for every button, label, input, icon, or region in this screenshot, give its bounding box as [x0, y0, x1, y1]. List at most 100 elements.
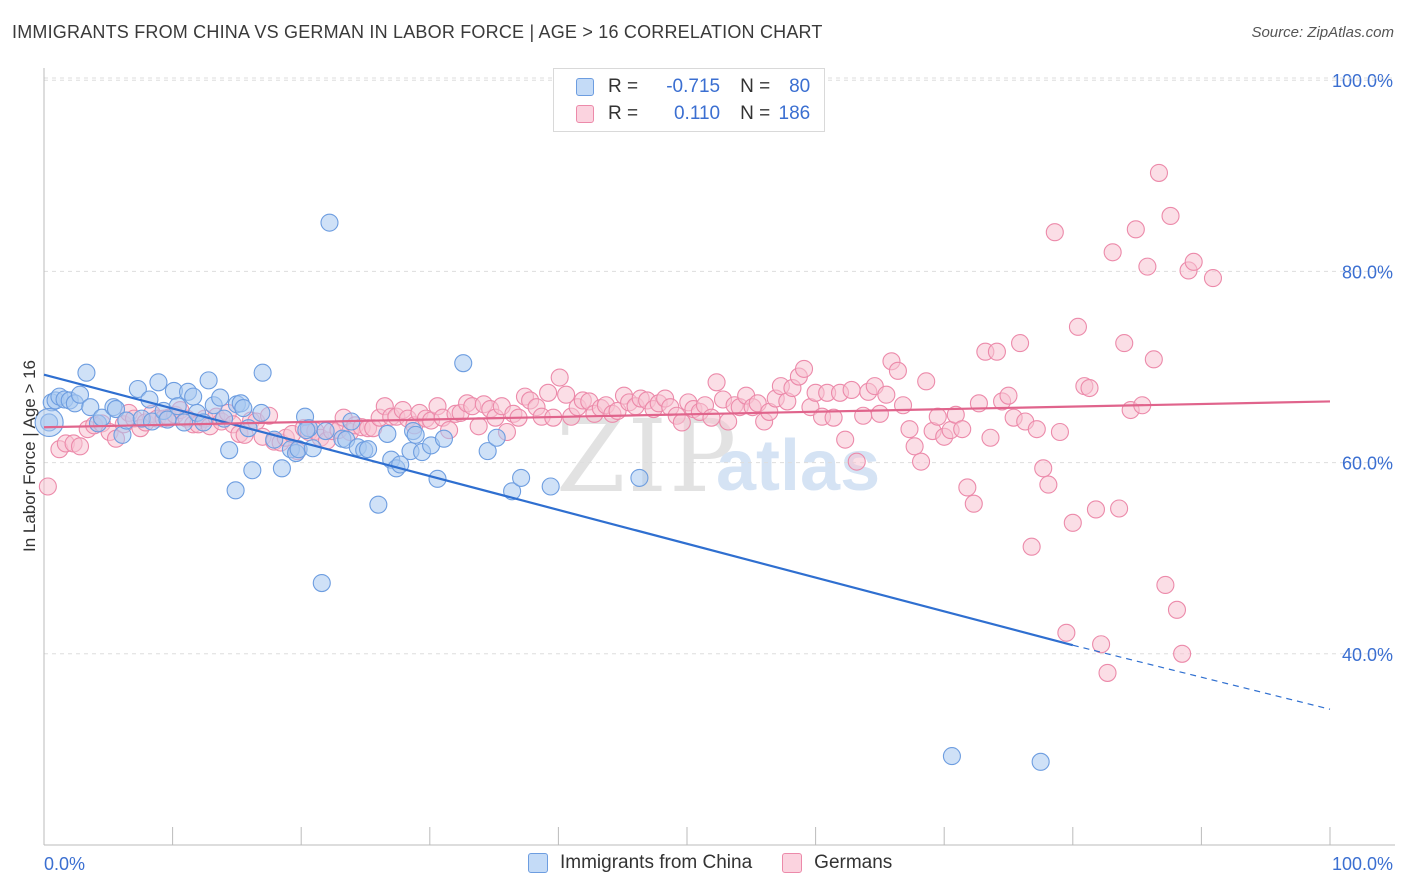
germans-point — [1011, 334, 1030, 353]
china-point — [942, 747, 961, 766]
legend-r-label: R = — [608, 76, 639, 97]
china-point — [211, 388, 230, 407]
germans-point — [557, 385, 576, 404]
germans-point — [1126, 220, 1145, 239]
china-point — [406, 425, 425, 444]
legend-r-value: 0.110 — [673, 103, 721, 124]
china-point — [320, 213, 339, 232]
y-axis-label: In Labor Force | Age > 16 — [20, 359, 39, 553]
germans-trend-line — [43, 400, 1331, 429]
germans-point — [900, 420, 919, 439]
germans-point — [842, 380, 861, 399]
germans-point — [905, 437, 924, 456]
x-tick-label: 100.0% — [1332, 854, 1393, 874]
y-tick-label: 60.0% — [1342, 454, 1393, 474]
germans-point — [1161, 206, 1180, 226]
china-point — [34, 407, 64, 437]
germans-point — [719, 412, 738, 431]
legend-n-label: N = — [740, 103, 771, 124]
germans-point — [1045, 223, 1064, 242]
x-tick-label: 0.0% — [44, 854, 85, 874]
legend-r-label: R = — [608, 103, 639, 124]
germans-point — [1086, 500, 1105, 519]
china-point — [454, 354, 473, 373]
germans-point — [1103, 243, 1122, 262]
china-point — [226, 481, 245, 500]
germans-point — [469, 417, 488, 436]
legend-r-value: -0.715 — [666, 76, 721, 97]
china-point — [253, 363, 272, 382]
germans-point — [1092, 635, 1111, 654]
china-point — [1031, 752, 1050, 771]
y-tick-label: 40.0% — [1342, 645, 1393, 665]
china-point — [272, 459, 291, 478]
germans-point — [877, 385, 896, 404]
china-point — [184, 387, 203, 406]
china-point — [478, 442, 497, 461]
germans-point — [1115, 334, 1134, 353]
china-point — [312, 574, 331, 593]
china-point — [252, 403, 271, 422]
germans-point — [917, 372, 936, 391]
china-point — [316, 422, 335, 441]
germans-point — [888, 361, 907, 380]
germans-point — [1173, 644, 1192, 663]
china-point — [81, 398, 100, 417]
germans-point — [999, 386, 1018, 405]
china-point — [77, 363, 96, 382]
germans-point — [1167, 600, 1187, 619]
chart-title: IMMIGRANTS FROM CHINA VS GERMAN IN LABOR… — [12, 22, 823, 42]
china-point — [378, 424, 397, 443]
china-point — [630, 468, 649, 487]
germans-point — [1080, 378, 1099, 398]
germans-point — [981, 428, 1000, 447]
germans-point — [1068, 317, 1087, 336]
china-point — [369, 495, 388, 514]
china-point — [303, 439, 322, 458]
china-point — [297, 421, 316, 440]
germans-point — [1098, 663, 1117, 682]
germans-point — [870, 404, 889, 423]
germans-point — [958, 478, 977, 497]
germans-point — [702, 408, 721, 427]
china-point — [199, 371, 218, 390]
germans-point — [824, 408, 843, 427]
series-label-germans: Germans — [814, 852, 893, 873]
china-point — [243, 461, 262, 480]
germans-point — [928, 407, 947, 426]
germans-point — [550, 368, 569, 387]
germans-point — [987, 342, 1006, 361]
germans-point — [1022, 537, 1041, 556]
germans-point — [953, 420, 972, 439]
germans-point — [1063, 513, 1082, 532]
germans-point — [1138, 257, 1157, 276]
germans-point — [38, 477, 57, 496]
legend-n-value: 186 — [778, 103, 811, 124]
y-tick-label: 80.0% — [1342, 262, 1393, 282]
series-label-china: Immigrants from China — [560, 852, 753, 873]
china-point — [175, 413, 194, 432]
germans-point — [1050, 422, 1069, 442]
germans-point — [1184, 252, 1203, 271]
source-credit: Source: ZipAtlas.com — [1251, 24, 1394, 41]
legend-n-label: N = — [740, 76, 771, 97]
china-point — [512, 468, 531, 487]
germans-point — [912, 452, 931, 471]
china-point — [128, 379, 147, 399]
series-legend-china[interactable]: Immigrants from China — [528, 852, 752, 874]
series-legend: Immigrants from China Germans — [528, 852, 922, 874]
series-swatch-germans — [782, 853, 803, 873]
china-point — [541, 477, 560, 496]
legend-row-germans: R = 0.110 N = 186 — [576, 102, 810, 126]
china-trend-extension — [1072, 644, 1331, 710]
series-legend-germans[interactable]: Germans — [782, 852, 892, 874]
y-tick-label: 100.0% — [1332, 71, 1393, 91]
china-point — [487, 428, 506, 447]
germans-point — [1034, 459, 1053, 478]
germans-point — [1156, 575, 1175, 595]
legend-n-value: 80 — [789, 76, 811, 97]
germans-point — [836, 430, 855, 449]
china-trend-line — [43, 373, 1074, 647]
germans-point — [1057, 623, 1076, 642]
germans-point — [1039, 475, 1058, 494]
